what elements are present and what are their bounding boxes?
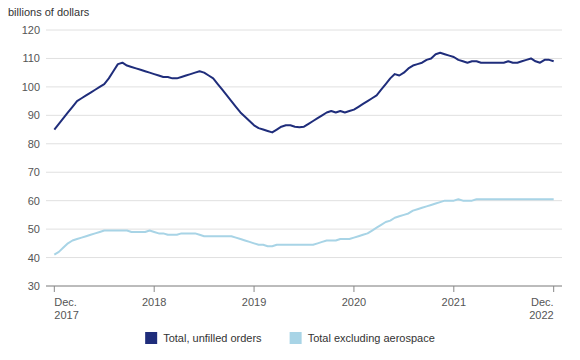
x-tick-label: 2021 bbox=[442, 296, 466, 308]
y-axis-label: billions of dollars bbox=[8, 6, 90, 18]
series-line bbox=[54, 199, 553, 254]
x-axis-line bbox=[46, 286, 562, 287]
x-tick bbox=[254, 286, 255, 292]
y-tick-label: 90 bbox=[28, 109, 40, 121]
chart: billions of dollars 30 40 50 60 70 80 90 100 110 1… bbox=[0, 0, 580, 360]
x-tick bbox=[453, 286, 454, 292]
x-tick-label: Dec.2022 bbox=[529, 296, 553, 321]
x-tick-label: 2020 bbox=[342, 296, 366, 308]
grid-line bbox=[46, 30, 562, 31]
x-tick bbox=[353, 286, 354, 292]
legend-swatch bbox=[290, 332, 302, 344]
x-tick-label: Dec.2017 bbox=[54, 296, 78, 321]
plot-area bbox=[54, 53, 553, 255]
y-tick-label: 110 bbox=[22, 52, 40, 64]
x-tick-label-line: Dec. bbox=[54, 296, 77, 308]
y-tick-label: 100 bbox=[22, 81, 40, 93]
series-line bbox=[54, 53, 553, 133]
grid-line bbox=[46, 229, 562, 230]
x-tick-label-line: Dec. bbox=[531, 296, 554, 308]
x-tick-label: 2018 bbox=[142, 296, 166, 308]
x-tick bbox=[154, 286, 155, 292]
x-tick-label-line: 2019 bbox=[242, 296, 266, 308]
legend-label: Total, unfilled orders bbox=[163, 332, 262, 344]
grid-line bbox=[46, 286, 562, 287]
legend: Total, unfilled orders Total excluding ae… bbox=[145, 332, 435, 344]
x-tick-label-line: 2020 bbox=[342, 296, 366, 308]
grid-line bbox=[46, 58, 562, 59]
grid-line bbox=[46, 172, 562, 173]
y-tick-label: 120 bbox=[22, 24, 40, 36]
x-tick-label-line: 2021 bbox=[442, 296, 466, 308]
grid bbox=[46, 30, 562, 286]
x-tick bbox=[54, 286, 55, 292]
x-tick-label-line: 2022 bbox=[529, 309, 553, 321]
grid-line bbox=[46, 200, 562, 201]
x-tick-label-line: 2018 bbox=[142, 296, 166, 308]
y-tick-label: 80 bbox=[28, 138, 40, 150]
y-tick-label: 50 bbox=[28, 223, 40, 235]
legend-label: Total excluding aerospace bbox=[308, 332, 435, 344]
x-tick bbox=[553, 286, 554, 292]
grid-line bbox=[46, 257, 562, 258]
y-tick-label: 40 bbox=[28, 252, 40, 264]
grid-line bbox=[46, 86, 562, 87]
grid-line bbox=[46, 115, 562, 116]
y-tick-label: 60 bbox=[28, 195, 40, 207]
grid-line bbox=[46, 143, 562, 144]
x-tick-label-line: 2017 bbox=[54, 309, 78, 321]
y-tick-label: 30 bbox=[28, 280, 40, 292]
legend-swatch bbox=[145, 332, 157, 344]
x-tick-label: 2019 bbox=[242, 296, 266, 308]
y-tick-label: 70 bbox=[28, 166, 40, 178]
